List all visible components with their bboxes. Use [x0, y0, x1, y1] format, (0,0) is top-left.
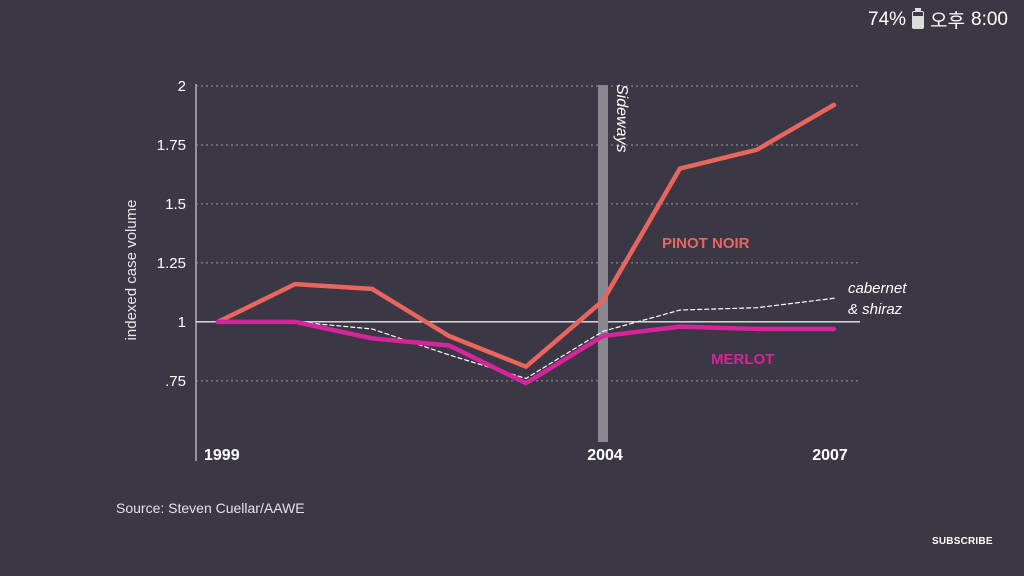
y-tick-label: 1.5 — [165, 196, 186, 213]
sideways-bar — [598, 85, 608, 442]
sideways-label: Sideways — [613, 84, 630, 152]
battery-icon — [912, 7, 925, 29]
battery-percent: 74% — [868, 8, 907, 30]
series-label-merlot: MERLOT — [711, 351, 774, 368]
x-tick-label: 1999 — [204, 447, 240, 464]
x-tick-label: 2004 — [587, 447, 623, 464]
y-tick-label: 1.75 — [157, 137, 186, 154]
y-axis-title: indexed case volume — [123, 200, 140, 341]
time-period: 오후 — [930, 11, 966, 32]
y-tick-label: 1 — [178, 314, 186, 331]
series-label-pinot-noir: PINOT NOIR — [662, 235, 750, 252]
y-tick-label: 2 — [178, 78, 186, 95]
series-label-cabernet-line1: cabernet — [848, 280, 907, 297]
series-label-cabernet-line2: & shiraz — [848, 301, 903, 318]
y-tick-label: 1.25 — [157, 255, 186, 272]
x-tick-label: 2007 — [812, 447, 848, 464]
series-line-pinot-noir — [215, 102, 837, 369]
source-note: Source: Steven Cuellar/AAWE — [116, 500, 305, 516]
y-tick-label: .75 — [165, 373, 186, 390]
series-line-merlot — [215, 319, 837, 386]
status-bar: 74% 오후 8:00 — [868, 6, 1008, 33]
series-line-cabernet-shiraz — [217, 297, 835, 380]
clock-time: 8:00 — [971, 8, 1008, 30]
subscribe-button[interactable]: SUBSCRIBE — [932, 536, 993, 547]
